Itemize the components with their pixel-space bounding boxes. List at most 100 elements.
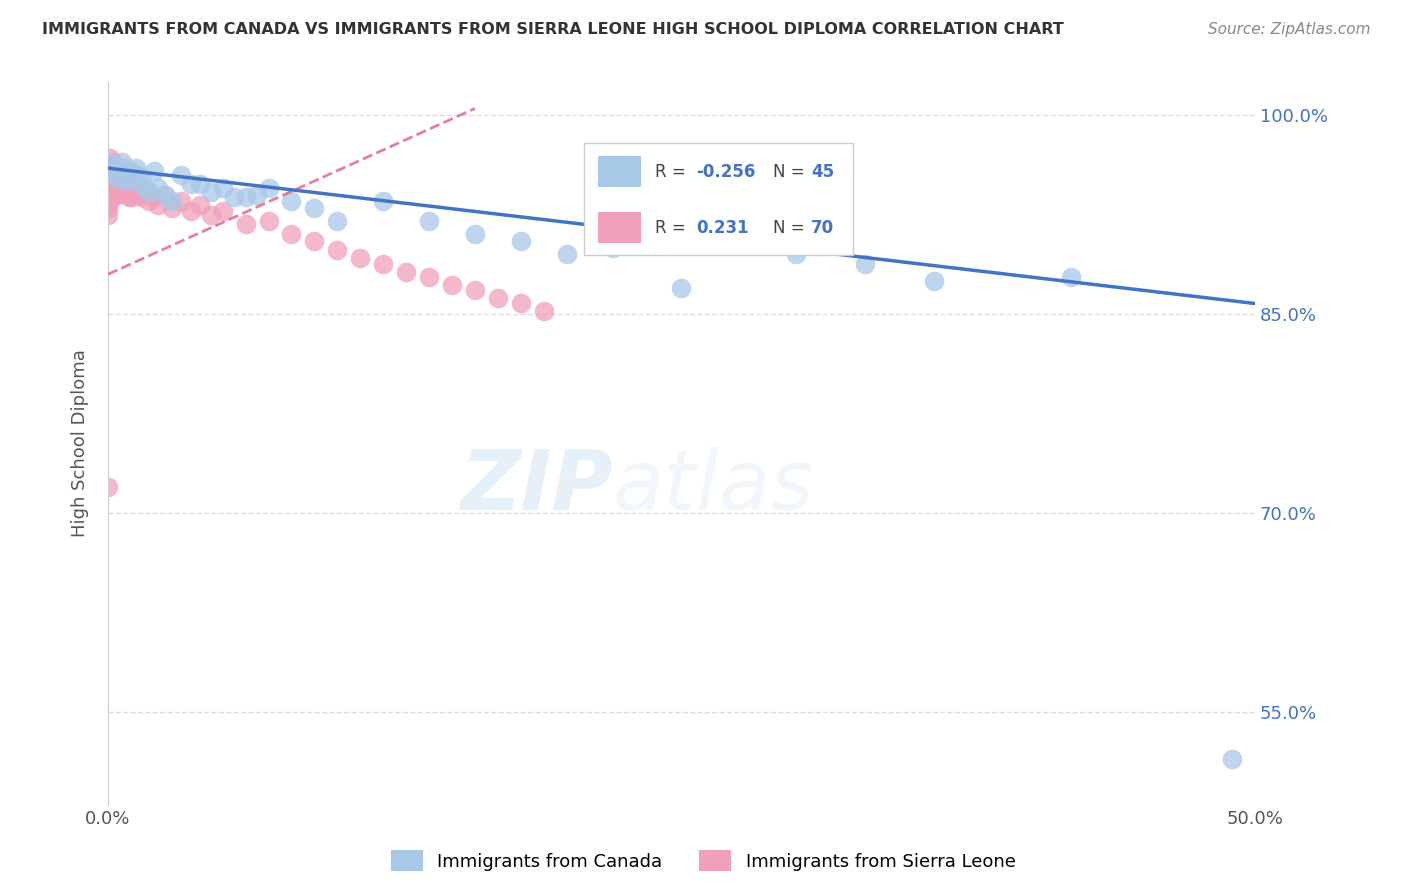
Point bbox=[98, 156, 121, 170]
Point bbox=[922, 274, 945, 288]
Point bbox=[170, 168, 193, 182]
Point bbox=[418, 269, 440, 284]
Point bbox=[122, 181, 145, 195]
Point bbox=[104, 174, 127, 188]
Text: IMMIGRANTS FROM CANADA VS IMMIGRANTS FROM SIERRA LEONE HIGH SCHOOL DIPLOMA CORRE: IMMIGRANTS FROM CANADA VS IMMIGRANTS FRO… bbox=[42, 22, 1064, 37]
Point bbox=[98, 194, 121, 209]
Point bbox=[120, 174, 142, 188]
Point bbox=[304, 201, 326, 215]
Point bbox=[97, 208, 120, 222]
Point bbox=[98, 159, 121, 173]
Point bbox=[101, 154, 124, 169]
Point bbox=[112, 161, 135, 176]
Point bbox=[117, 190, 139, 204]
Point bbox=[97, 187, 120, 202]
Point bbox=[108, 171, 131, 186]
Point bbox=[148, 198, 170, 212]
Point bbox=[105, 161, 128, 176]
Point bbox=[246, 187, 269, 202]
Point bbox=[111, 154, 134, 169]
Text: N =: N = bbox=[773, 162, 810, 181]
Point bbox=[117, 174, 139, 188]
Point bbox=[138, 194, 160, 209]
Y-axis label: High School Diploma: High School Diploma bbox=[72, 350, 89, 537]
Point bbox=[1060, 269, 1083, 284]
Point bbox=[395, 265, 418, 279]
Point bbox=[373, 257, 395, 271]
Point bbox=[1220, 751, 1243, 765]
Point bbox=[97, 194, 120, 209]
Point bbox=[97, 201, 120, 215]
Point bbox=[142, 190, 165, 204]
Point bbox=[180, 203, 202, 218]
Point bbox=[115, 185, 138, 199]
Point bbox=[235, 217, 257, 231]
Point bbox=[280, 194, 302, 209]
Point bbox=[108, 174, 131, 188]
Point bbox=[105, 174, 128, 188]
Legend: Immigrants from Canada, Immigrants from Sierra Leone: Immigrants from Canada, Immigrants from … bbox=[384, 843, 1022, 879]
Text: Source: ZipAtlas.com: Source: ZipAtlas.com bbox=[1208, 22, 1371, 37]
Point bbox=[326, 214, 349, 228]
Point bbox=[418, 214, 440, 228]
Point bbox=[188, 198, 211, 212]
Point bbox=[112, 181, 135, 195]
Point bbox=[257, 181, 280, 195]
Point bbox=[853, 257, 876, 271]
Point bbox=[98, 163, 121, 178]
Point bbox=[97, 181, 120, 195]
Point bbox=[134, 185, 156, 199]
Point bbox=[441, 277, 464, 292]
FancyBboxPatch shape bbox=[598, 212, 641, 244]
Point bbox=[304, 234, 326, 248]
Point bbox=[464, 227, 486, 242]
Point bbox=[509, 296, 531, 310]
Point bbox=[160, 201, 183, 215]
Point bbox=[155, 187, 177, 202]
Point bbox=[555, 247, 578, 261]
Point bbox=[671, 280, 693, 294]
Point bbox=[280, 227, 302, 242]
Point bbox=[200, 185, 222, 199]
Point bbox=[740, 227, 762, 242]
Point bbox=[97, 163, 120, 178]
Point bbox=[155, 187, 177, 202]
Point bbox=[124, 177, 146, 191]
Point bbox=[97, 480, 120, 494]
Point bbox=[101, 168, 124, 182]
Point bbox=[148, 181, 170, 195]
Point bbox=[257, 214, 280, 228]
Point bbox=[111, 168, 134, 182]
Point bbox=[200, 208, 222, 222]
Text: N =: N = bbox=[773, 219, 810, 236]
Text: atlas: atlas bbox=[613, 446, 814, 527]
Text: 0.231: 0.231 bbox=[696, 219, 749, 236]
Point bbox=[101, 161, 124, 176]
Point bbox=[115, 171, 138, 186]
Point bbox=[98, 185, 121, 199]
Text: ZIP: ZIP bbox=[460, 446, 613, 527]
Point bbox=[785, 247, 807, 261]
Point bbox=[104, 187, 127, 202]
FancyBboxPatch shape bbox=[583, 144, 853, 255]
Point bbox=[115, 168, 138, 182]
FancyBboxPatch shape bbox=[598, 156, 641, 187]
Point bbox=[112, 163, 135, 178]
Point bbox=[97, 174, 120, 188]
Text: R =: R = bbox=[655, 219, 696, 236]
Point bbox=[127, 187, 149, 202]
Point bbox=[97, 168, 120, 182]
Point bbox=[180, 177, 202, 191]
Point bbox=[224, 190, 246, 204]
Point bbox=[131, 190, 153, 204]
Point bbox=[98, 168, 121, 182]
Point bbox=[373, 194, 395, 209]
Point bbox=[108, 185, 131, 199]
Point bbox=[349, 252, 371, 266]
Point bbox=[127, 168, 149, 182]
Text: 70: 70 bbox=[811, 219, 834, 236]
Point bbox=[105, 187, 128, 202]
Point bbox=[101, 187, 124, 202]
Point bbox=[131, 171, 153, 186]
Text: 45: 45 bbox=[811, 162, 834, 181]
